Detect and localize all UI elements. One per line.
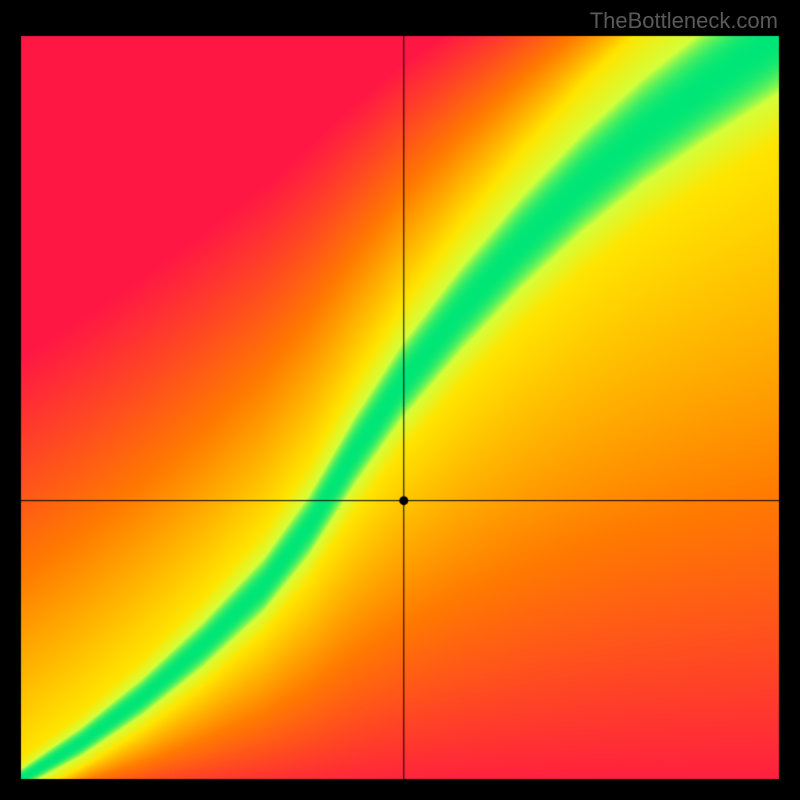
chart-container: TheBottleneck.com [0,0,800,800]
watermark-text: TheBottleneck.com [590,8,778,34]
bottleneck-heatmap [0,0,800,800]
